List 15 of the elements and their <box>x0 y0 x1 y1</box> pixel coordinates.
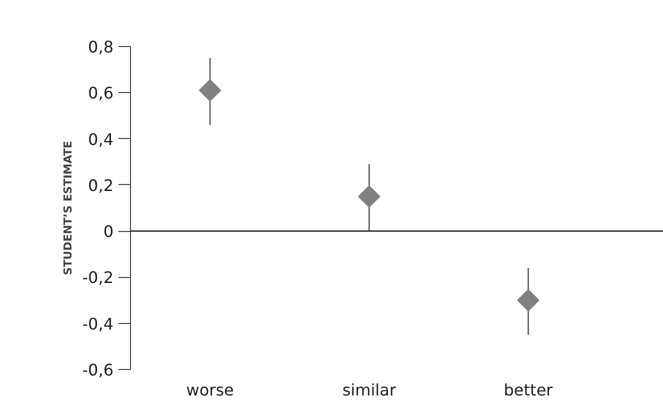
x-tick-label: better <box>504 380 554 400</box>
y-tick-label: 0,2 <box>88 176 114 195</box>
point <box>358 185 380 208</box>
y-tick-label: 0,6 <box>88 84 114 103</box>
y-tick-label: 0,8 <box>88 38 114 56</box>
point <box>198 79 222 102</box>
y-tick-label: -0,4 <box>82 314 114 334</box>
y-tick-label: -0,6 <box>82 360 114 380</box>
y-axis-title: STUDENT’S ESTIMATE <box>61 140 74 276</box>
point <box>517 289 540 312</box>
y-tick-label: -0,2 <box>82 268 114 288</box>
x-tick-label: similar <box>342 380 396 400</box>
x-tick-label: worse <box>186 380 234 400</box>
y-tick-label: 0,4 <box>88 130 114 149</box>
y-tick-label: 0 <box>103 222 114 242</box>
